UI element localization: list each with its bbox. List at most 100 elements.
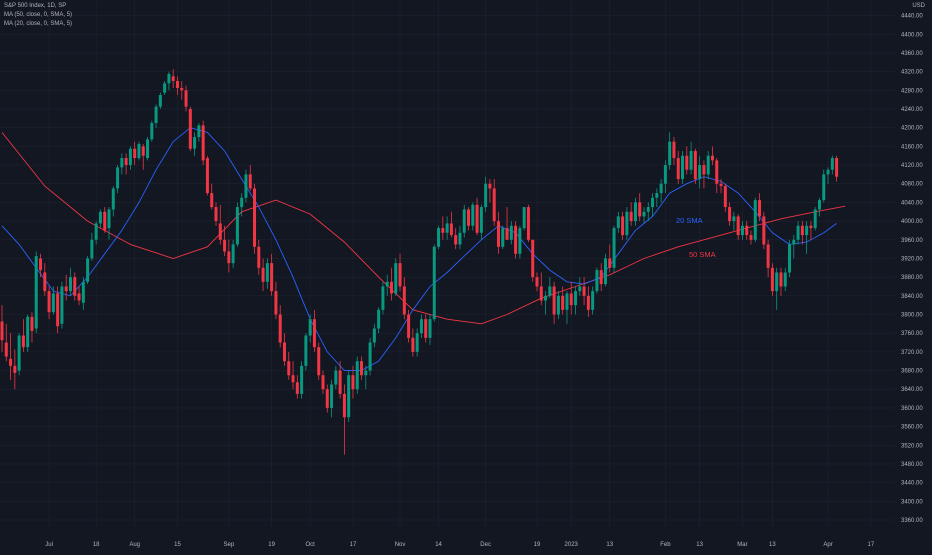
y-tick-label: 3520.00 [901, 443, 923, 449]
candle-body [419, 319, 423, 334]
candle-body [728, 207, 732, 222]
candle-body [822, 174, 826, 201]
y-tick-label: 3360.00 [901, 518, 923, 524]
candle-body [141, 146, 145, 156]
y-tick-label: 4320.00 [901, 70, 923, 76]
candle-body [56, 293, 60, 327]
candle-body [432, 246, 436, 320]
candle-body [235, 207, 239, 245]
candle-body [223, 239, 227, 252]
candle-body [685, 155, 689, 170]
candle-body [518, 228, 522, 254]
candle-body [64, 286, 68, 292]
candle-body [227, 251, 231, 264]
candle-body [693, 151, 697, 180]
y-tick-label: 3800.00 [901, 313, 923, 319]
x-tick-label: 17 [350, 542, 357, 548]
y-tick-label: 3600.00 [901, 406, 923, 412]
candle-body [736, 216, 740, 236]
candle-body [569, 293, 573, 306]
candle-body [257, 246, 261, 268]
candle-body [535, 277, 539, 287]
candle-body [805, 225, 809, 236]
candle-body [578, 286, 582, 292]
candle-body [646, 207, 650, 212]
candle-body [13, 365, 17, 373]
candle-body [171, 76, 175, 81]
candle-body [17, 335, 21, 371]
candle-body [758, 200, 762, 217]
candle-body [449, 223, 453, 236]
x-tick-label: 13 [696, 542, 703, 548]
y-tick-label: 4200.00 [901, 126, 923, 132]
candle-body [394, 263, 398, 294]
x-tick-label: Jul [45, 542, 53, 548]
x-tick-label: Mar [737, 542, 747, 548]
y-tick-label: 3760.00 [901, 331, 923, 337]
candle-body [244, 174, 248, 198]
candle-body [351, 375, 355, 390]
y-tick-label: 4440.00 [901, 14, 923, 20]
x-tick-label: 13 [769, 542, 776, 548]
x-tick-label: Dec [480, 542, 491, 548]
candle-body [278, 314, 282, 343]
x-tick-label: Apr [823, 542, 832, 548]
candle-body [552, 286, 556, 315]
candle-body [188, 109, 192, 149]
candle-body [116, 167, 120, 189]
candle-body [210, 193, 214, 208]
candle-body [454, 235, 458, 245]
candle-body [659, 183, 663, 194]
y-tick-label: 4080.00 [901, 182, 923, 188]
candle-body [689, 151, 693, 170]
candle-body [120, 158, 124, 168]
candle-body [338, 370, 342, 394]
candle-body [103, 211, 107, 231]
candle-body [381, 286, 385, 310]
candle-body [73, 277, 77, 296]
x-tick-label: 13 [606, 542, 613, 548]
candle-body [214, 207, 218, 222]
y-tick-label: 3480.00 [901, 462, 923, 468]
candle-body [710, 155, 714, 161]
candle-body [287, 361, 291, 376]
candle-body [740, 225, 744, 236]
candle-body [402, 286, 406, 315]
y-tick-label: 4240.00 [901, 107, 923, 113]
y-tick-label: 3560.00 [901, 425, 923, 431]
candle-body [146, 139, 150, 159]
candle-body [672, 141, 676, 159]
chart-title: S&P 500 Index, 1D, SP [4, 3, 67, 9]
candle-body [282, 342, 286, 362]
candle-body [681, 155, 685, 180]
candle-body [415, 333, 419, 352]
y-tick-label: 3880.00 [901, 275, 923, 281]
y-tick-label: 3680.00 [901, 369, 923, 375]
candle-body [261, 267, 265, 282]
candle-body [111, 188, 115, 210]
candle-body [591, 291, 595, 310]
candle-body [197, 125, 201, 138]
candle-body [479, 207, 483, 233]
candle-body [86, 258, 90, 282]
candle-body [753, 200, 757, 240]
candle-body [574, 291, 578, 306]
candle-body [676, 158, 680, 180]
candle-body [531, 239, 535, 278]
candle-body [398, 263, 402, 287]
candle-body [612, 228, 616, 268]
candle-body [698, 165, 702, 180]
candle-body [270, 263, 274, 292]
candle-body [539, 286, 543, 301]
x-tick-label: 15 [174, 542, 181, 548]
candle-body [51, 293, 55, 313]
candle-body [193, 137, 197, 149]
candle-body [608, 258, 612, 268]
candle-body [43, 272, 47, 292]
candle-body [723, 186, 727, 208]
candle-body [312, 319, 316, 348]
candle-body [385, 281, 389, 287]
candle-body [205, 158, 209, 194]
